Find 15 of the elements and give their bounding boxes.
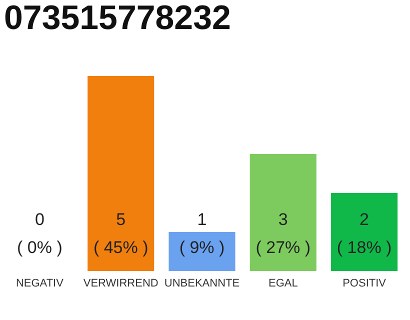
x-tick-label: POSITIV (342, 278, 387, 290)
data-label: 2 ( 18% ) (336, 210, 392, 257)
data-label: 3 ( 27% ) (256, 210, 311, 257)
x-tick-label: VERWIRREND (83, 278, 158, 290)
chart-title: 073515778232 (4, 0, 231, 37)
bar (88, 76, 154, 271)
bar (250, 154, 316, 271)
bar (331, 193, 398, 271)
x-tick-label: UNBEKANNTE (164, 278, 240, 290)
data-label: 1 ( 9% ) (179, 210, 225, 257)
data-label: 0 ( 0% ) (17, 210, 62, 257)
data-label: 5 ( 45% ) (93, 210, 148, 257)
x-tick-label: NEGATIV (16, 278, 64, 290)
x-tick-label: EGAL (268, 278, 298, 290)
bar (168, 232, 236, 271)
